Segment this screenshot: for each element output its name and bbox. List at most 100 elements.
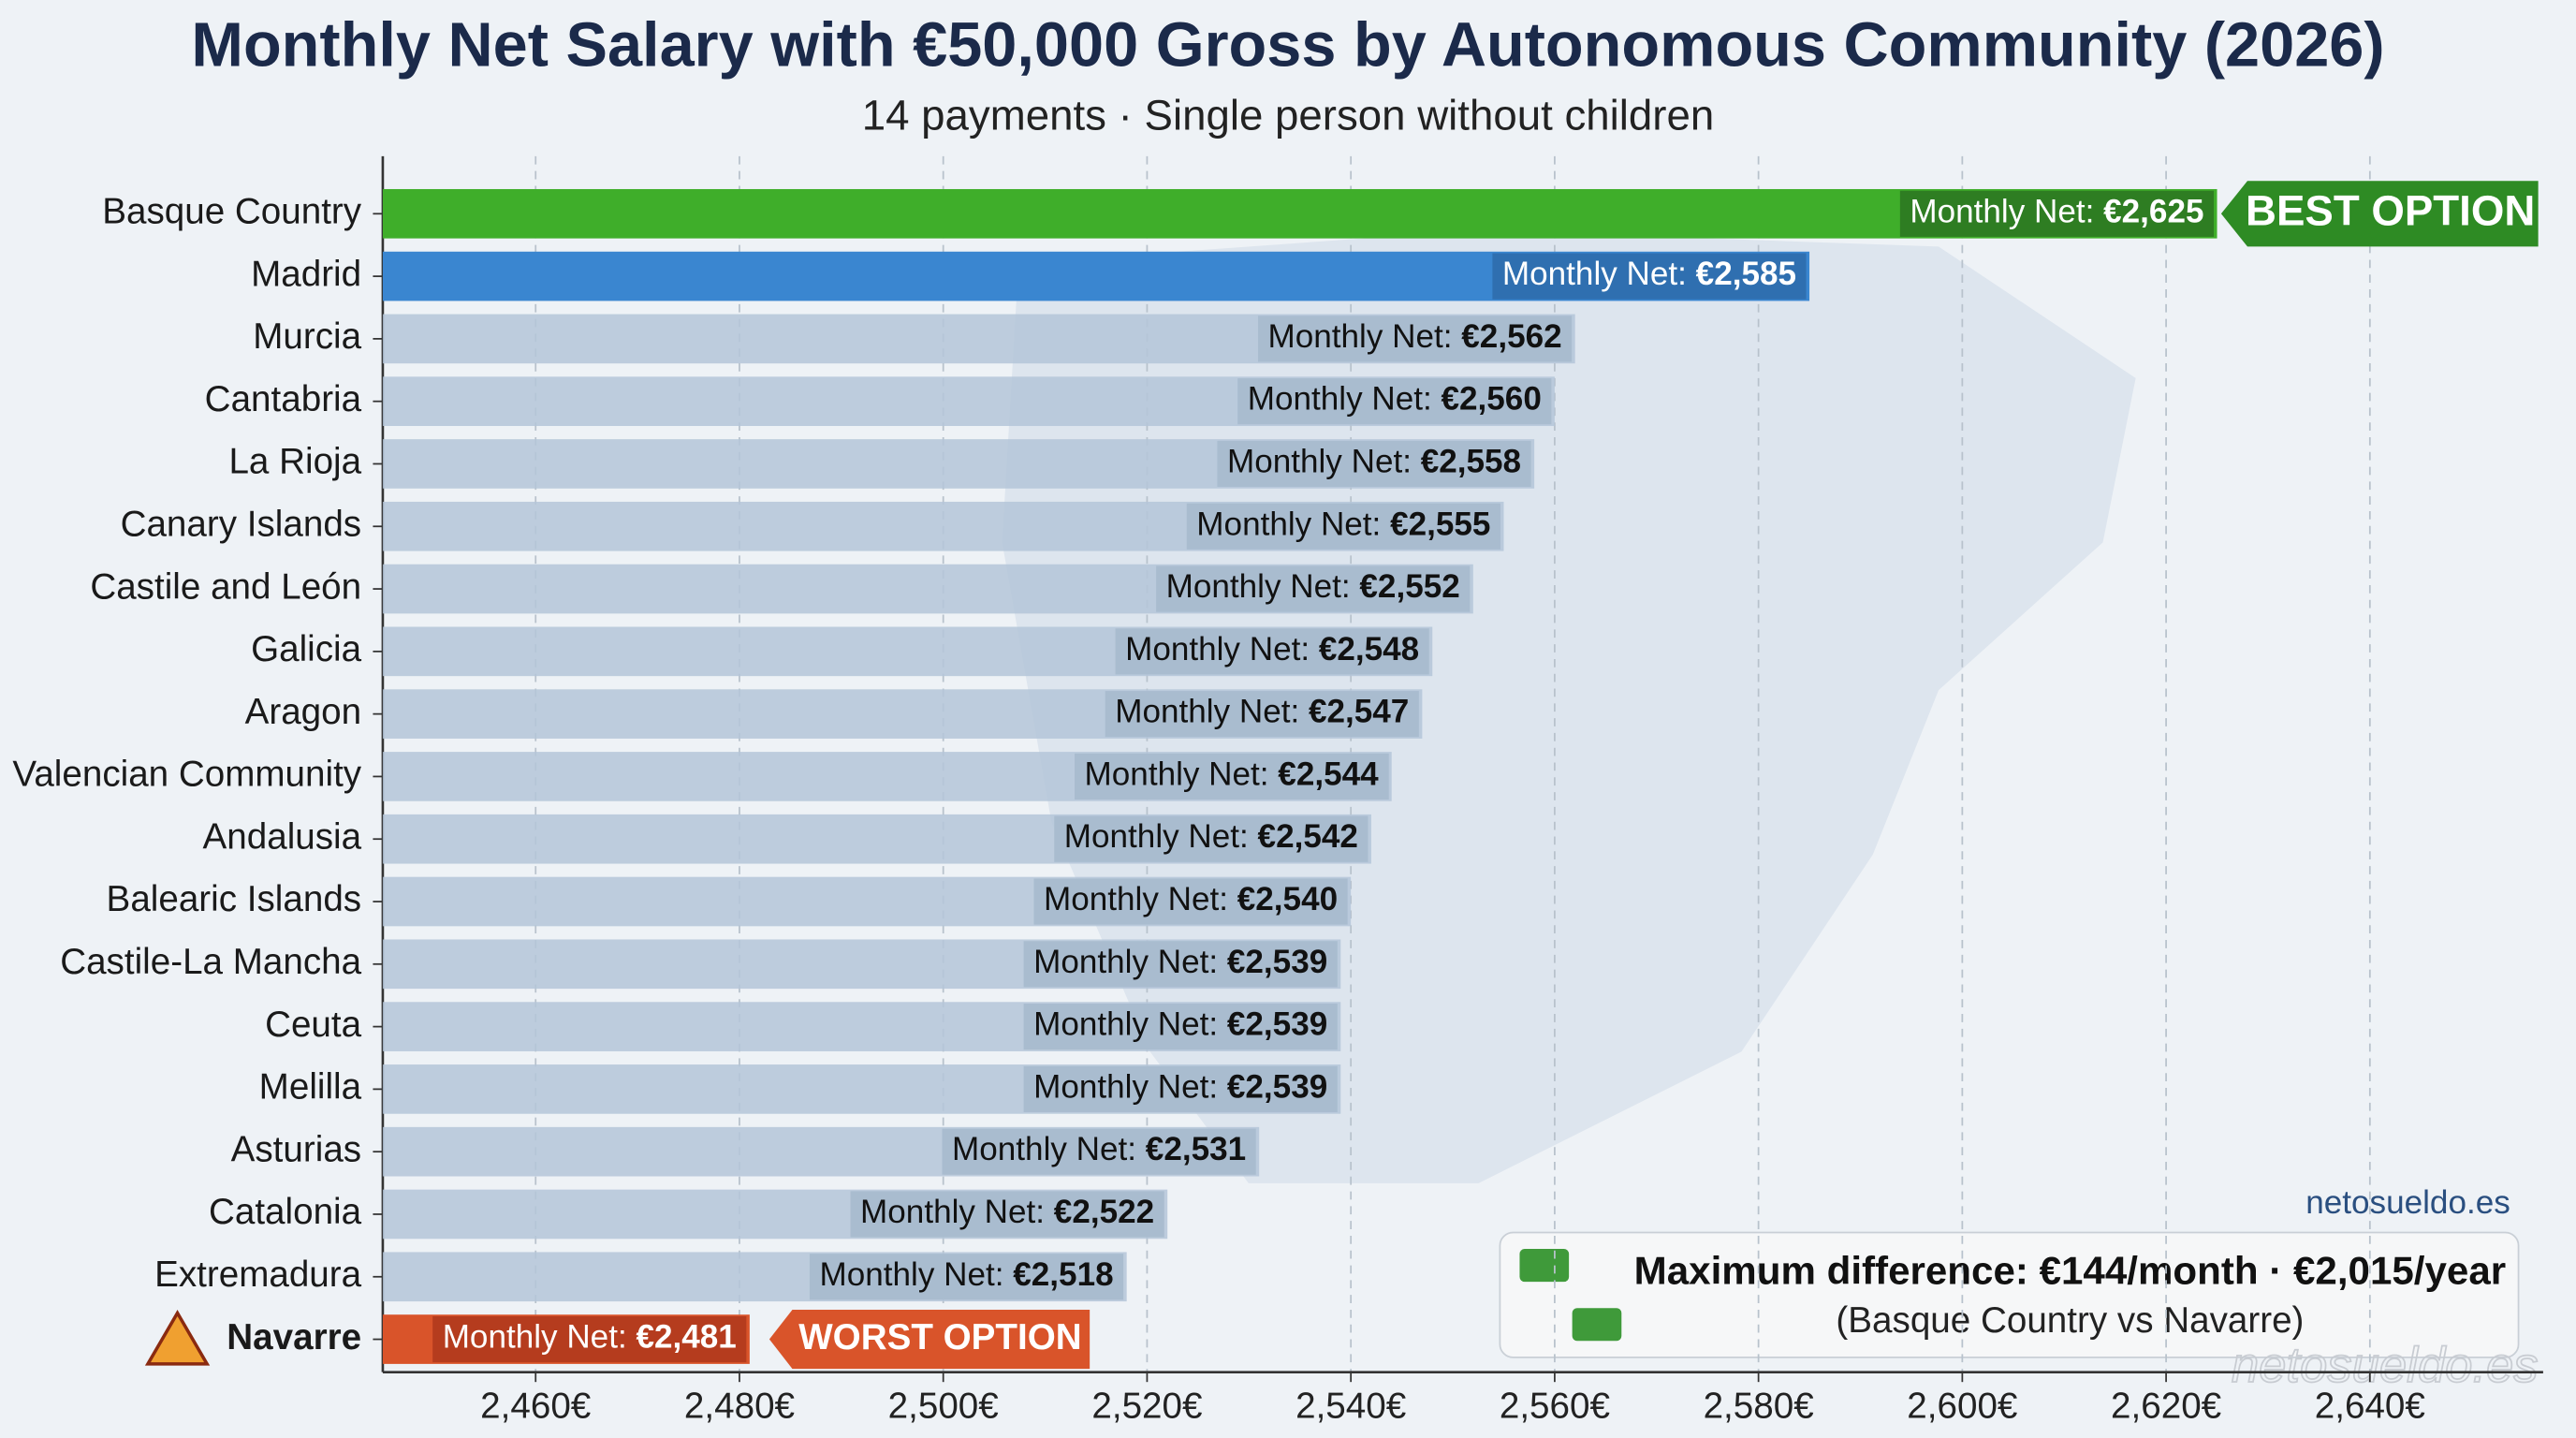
y-tick-label: Ceuta [265,1005,362,1045]
value-label-value: €2,558 [1421,444,1521,480]
value-label-value: €2,625 [2103,194,2203,230]
value-label: Monthly Net: €2,558 [1227,444,1521,480]
x-tick-label: 2,580€ [1704,1386,1814,1426]
x-tick-label: 2,640€ [2315,1386,2425,1426]
value-label-prefix: Monthly Net: [1196,506,1381,543]
value-label-prefix: Monthly Net: [1064,818,1249,855]
value-label-bg [1156,565,1471,612]
x-tick-label: 2,520€ [1091,1386,1202,1426]
y-tick-label: Navarre [227,1317,361,1357]
source: netosueldo.es [2305,1184,2510,1221]
value-label-bg [942,1128,1256,1175]
x-tick-label: 2,480€ [684,1386,795,1426]
value-label-prefix: Monthly Net: [1033,1006,1218,1043]
worst-label: WORST OPTION [798,1317,1081,1357]
y-tick-label: Asturias [231,1129,361,1169]
y-tick-label: Valencian Community [12,755,361,795]
value-label-value: €2,542 [1258,818,1358,855]
value-label-bg [1054,815,1368,862]
value-label: Monthly Net: €2,539 [1033,1006,1327,1043]
value-label-prefix: Monthly Net: [820,1256,1004,1293]
value-label-bg [1186,503,1500,550]
best-tag [2220,181,2539,247]
y-tick-label: Cantabria [205,379,362,419]
value-label-prefix: Monthly Net: [1033,1069,1218,1106]
value-label-bg [1075,753,1389,800]
value-label: Monthly Net: €2,540 [1044,881,1338,917]
value-label-bg [1023,941,1338,988]
y-tick-label: Canary Islands [121,504,362,544]
value-label: Monthly Net: €2,522 [860,1194,1154,1230]
value-label-value: €2,585 [1696,256,1796,292]
value-label: Monthly Net: €2,531 [952,1131,1246,1167]
worst-tag [768,1309,1090,1370]
value-label-value: €2,518 [1013,1256,1113,1293]
value-label-bg [1217,440,1531,488]
value-label-prefix: Monthly Net: [860,1194,1045,1230]
value-label-bg [1033,878,1348,925]
value-label-bg [850,1191,1164,1238]
value-label-bg [1023,1004,1338,1050]
value-label-value: €2,539 [1227,944,1327,980]
y-tick-label: Murcia [253,316,361,357]
value-label-bg [1115,628,1429,675]
value-label-prefix: Monthly Net: [1227,444,1412,480]
value-label: Monthly Net: €2,544 [1085,756,1380,793]
value-label: Monthly Net: €2,625 [1910,194,2203,230]
value-label: Monthly Net: €2,547 [1115,694,1409,730]
best-label: BEST OPTION [2246,186,2535,234]
value-label-prefix: Monthly Net: [1910,194,2094,230]
money-icon [1572,1308,1622,1342]
difference-box [1499,1231,2520,1358]
difference-note: (Basque Country vs Navarre) [1836,1300,2304,1341]
value-label: Monthly Net: €2,552 [1166,568,1460,605]
x-tick-label: 2,540€ [1295,1386,1406,1426]
chart-subtitle: 14 payments · Single person without chil… [862,92,1714,139]
value-label: Monthly Net: €2,542 [1064,818,1358,855]
value-label-bg [1023,1065,1338,1112]
value-label: Monthly Net: €2,518 [820,1256,1114,1293]
value-label-value: €2,552 [1359,568,1459,605]
y-tick-label: Castile and León [90,566,361,607]
y-tick-label: Castile-La Mancha [60,942,361,982]
value-label: Monthly Net: €2,560 [1248,381,1542,418]
value-label-prefix: Monthly Net: [1268,318,1453,355]
value-label-value: €2,539 [1227,1006,1327,1043]
x-tick-label: 2,460€ [480,1386,591,1426]
value-label-prefix: Monthly Net: [1115,694,1299,730]
value-label-value: €2,562 [1461,318,1561,355]
value-label: Monthly Net: €2,539 [1033,944,1327,980]
x-tick-label: 2,620€ [2111,1386,2221,1426]
value-label-bg [1105,691,1419,738]
value-label-bg [809,1254,1124,1300]
money-icon [1519,1249,1570,1283]
value-label-prefix: Monthly Net: [1125,631,1310,668]
value-label: Monthly Net: €2,555 [1196,506,1490,543]
value-label: Monthly Net: €2,562 [1268,318,1562,355]
difference-text: Maximum difference: €144/month · €2,015/… [1634,1248,2506,1292]
value-label: Monthly Net: €2,539 [1033,1069,1327,1106]
value-label-prefix: Monthly Net: [1248,381,1432,418]
y-tick-label: Aragon [245,692,362,732]
value-label-prefix: Monthly Net: [1033,944,1218,980]
value-label: Monthly Net: €2,548 [1125,631,1419,668]
watermark: netosueldo.es [2232,1338,2539,1393]
warning-icon [144,1309,211,1366]
value-label-prefix: Monthly Net: [1502,256,1687,292]
x-tick-label: 2,560€ [1500,1386,1610,1426]
value-label-value: €2,531 [1146,1131,1246,1167]
y-tick-label: Basque Country [102,192,362,232]
y-tick-label: Balearic Islands [107,879,362,919]
value-label-value: €2,544 [1278,756,1379,793]
y-tick-label: La Rioja [228,442,361,482]
value-label-bg [432,1315,747,1363]
value-label-value: €2,522 [1054,1194,1154,1230]
y-tick-label: Madrid [251,254,361,294]
value-label-bg [1492,253,1807,300]
value-label-value: €2,555 [1390,506,1490,543]
y-tick-label: Melilla [259,1067,362,1108]
y-tick-label: Catalonia [209,1192,362,1232]
value-label-value: €2,560 [1442,381,1542,418]
